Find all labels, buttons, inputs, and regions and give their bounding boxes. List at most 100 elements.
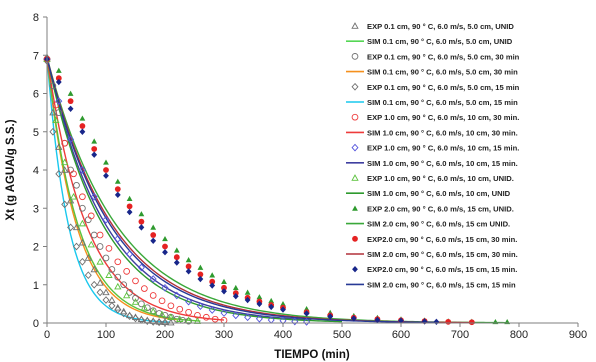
y-tick-label: 5 — [33, 127, 39, 139]
data-point — [374, 316, 381, 324]
legend-label: EXP 2.0 cm, 90 ° C, 6.0 m/s, 15 cm, UNID… — [367, 204, 514, 213]
data-point — [197, 264, 204, 270]
data-point — [221, 278, 227, 285]
data-point — [67, 135, 75, 144]
data-point — [140, 303, 149, 311]
data-point — [79, 115, 86, 121]
data-point — [55, 97, 63, 106]
y-tick-label: 7 — [33, 50, 39, 62]
data-point — [185, 256, 192, 263]
data-point — [91, 138, 98, 144]
data-point — [211, 315, 219, 323]
data-point — [91, 146, 98, 152]
data-point — [185, 268, 192, 275]
data-point — [126, 203, 133, 210]
data-point — [256, 300, 263, 308]
legend-marker-swatch — [351, 143, 359, 152]
legend-item: SIM 2.0 cm, 90 ° C, 6.0 m/s, 15 cm, 15 m… — [346, 280, 516, 289]
data-point — [126, 195, 133, 202]
x-tick-label: 800 — [510, 329, 528, 341]
data-point — [102, 254, 110, 262]
sim-curve — [46, 56, 437, 324]
legend-item: EXP 1.0 cm, 90 ° C, 6.0 m/s, 10 cm, UNID… — [351, 174, 514, 183]
y-tick-label: 8 — [33, 12, 39, 24]
data-point — [78, 219, 87, 227]
data-point — [79, 204, 86, 212]
data-point — [433, 318, 440, 326]
data-point — [143, 304, 151, 312]
data-point — [79, 128, 86, 135]
data-point — [132, 294, 139, 302]
legend-label: SIM 0.1 cm, 90 ° C, 6.0 m/s, 5.0 cm, UNI… — [367, 37, 513, 46]
data-point — [90, 280, 98, 289]
data-point — [185, 308, 192, 316]
data-point — [138, 224, 145, 231]
data-point — [244, 289, 251, 295]
data-point — [208, 306, 216, 314]
y-tick-label: 1 — [33, 280, 39, 292]
y-tick-label: 4 — [33, 165, 39, 177]
legend-label: SIM 0.1 cm, 90 ° C, 6.0 m/s, 5.0 cm, 15 … — [367, 98, 518, 107]
data-point — [49, 127, 57, 136]
data-point — [114, 305, 122, 314]
data-point — [67, 223, 75, 232]
data-point — [150, 237, 157, 244]
data-point — [126, 250, 134, 259]
legend-label: SIM 0.1 cm, 90 ° C, 6.0 m/s, 5.0 cm, 30 … — [367, 68, 518, 77]
data-point — [162, 243, 168, 250]
sim-curve — [46, 57, 201, 322]
data-point — [90, 192, 98, 201]
data-point — [149, 292, 157, 299]
data-point — [84, 254, 92, 261]
data-point — [131, 298, 140, 305]
data-point — [138, 218, 145, 225]
legend: EXP 0.1 cm, 90 ° C, 6.0 m/s, 5.0 cm, UNI… — [346, 22, 520, 289]
legend-label: SIM 1.0 cm, 90 ° C, 6.0 m/s, 10 cm, 30 m… — [367, 128, 518, 137]
data-point — [202, 313, 210, 321]
data-point — [90, 265, 98, 273]
legend-item: EXP 2.0 cm, 90 ° C, 6.0 m/s, 15 cm, UNID… — [352, 204, 514, 213]
data-point — [185, 297, 193, 306]
data-point — [49, 82, 57, 90]
data-point — [468, 319, 475, 326]
sim-curve — [46, 57, 177, 321]
legend-label: SIM 1.0 cm, 90 ° C, 6.0 m/s, 10 cm, UNID — [367, 189, 511, 198]
data-point — [232, 293, 239, 300]
data-point — [268, 303, 275, 311]
data-point — [78, 257, 86, 266]
data-point — [79, 123, 86, 129]
x-tick-label: 700 — [451, 329, 469, 341]
y-tick-label: 0 — [33, 318, 39, 330]
legend-marker-swatch — [351, 53, 359, 60]
data-point — [167, 302, 175, 310]
data-point — [209, 282, 216, 289]
data-point — [150, 232, 157, 238]
legend-label: EXP 1.0 cm, 90 ° C, 6.0 m/s, 10 cm, 30 m… — [367, 113, 519, 122]
data-point — [52, 101, 60, 109]
experimental-points — [43, 53, 511, 327]
data-point — [67, 98, 74, 105]
data-point — [72, 223, 81, 231]
data-point — [78, 238, 87, 246]
data-point — [149, 307, 157, 315]
sim-curve — [46, 57, 343, 323]
sim-curve — [46, 57, 225, 321]
data-point — [197, 275, 204, 283]
data-point — [67, 105, 74, 112]
data-point — [141, 285, 148, 292]
y-tick-label: 6 — [33, 89, 39, 101]
data-point — [232, 284, 239, 291]
data-point — [176, 315, 184, 322]
legend-item: SIM 0.1 cm, 90 ° C, 6.0 m/s, 5.0 cm, UNI… — [346, 37, 513, 46]
data-point — [221, 284, 227, 291]
data-point — [303, 317, 311, 326]
data-point — [114, 234, 122, 243]
data-point — [155, 318, 163, 327]
data-point — [52, 116, 60, 124]
legend-item: EXP2.0 cm, 90 ° C, 6.0 m/s, 15 cm, 15 mi… — [352, 265, 517, 274]
data-point — [55, 109, 63, 116]
legend-item: EXP 0.1 cm, 90 ° C, 6.0 m/s, 5.0 cm, 15 … — [351, 83, 520, 92]
legend-item: EXP 0.1 cm, 90 ° C, 6.0 m/s, 5.0 cm, UNI… — [351, 22, 514, 31]
data-point — [114, 282, 122, 290]
